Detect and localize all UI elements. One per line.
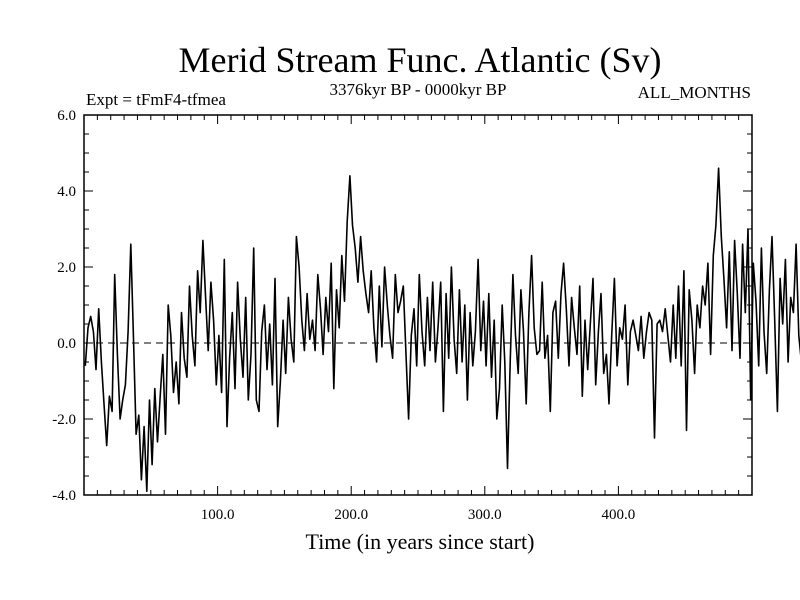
- y-tick-label: 2.0: [57, 260, 76, 276]
- axis-ticks: 100.0 200.0 300.0 400.0 -4.0 -2.0 0.0 2.0 4.0 6.0: [52, 108, 752, 523]
- y-tick-label: -4.0: [52, 488, 76, 504]
- months-label: ALL_MONTHS: [638, 83, 751, 102]
- chart-title: Merid Stream Func. Atlantic (Sv): [179, 40, 662, 80]
- x-tick-label: 200.0: [334, 507, 368, 523]
- y-tick-label: 0.0: [57, 336, 76, 352]
- x-tick-label: 400.0: [602, 507, 636, 523]
- time-range-label: 3376kyr BP - 0000kyr BP: [330, 80, 507, 99]
- x-tick-label: 300.0: [468, 507, 502, 523]
- experiment-label: Expt = tFmF4-tfmea: [86, 90, 226, 109]
- x-tick-label: 100.0: [201, 507, 235, 523]
- x-axis-label: Time (in years since start): [306, 529, 535, 554]
- y-tick-label: 6.0: [57, 108, 76, 124]
- plot-frame: [83, 114, 753, 496]
- series-line: [84, 167, 800, 493]
- y-tick-label: -2.0: [52, 412, 76, 428]
- series-layer: [84, 167, 800, 493]
- y-tick-label: 4.0: [57, 184, 76, 200]
